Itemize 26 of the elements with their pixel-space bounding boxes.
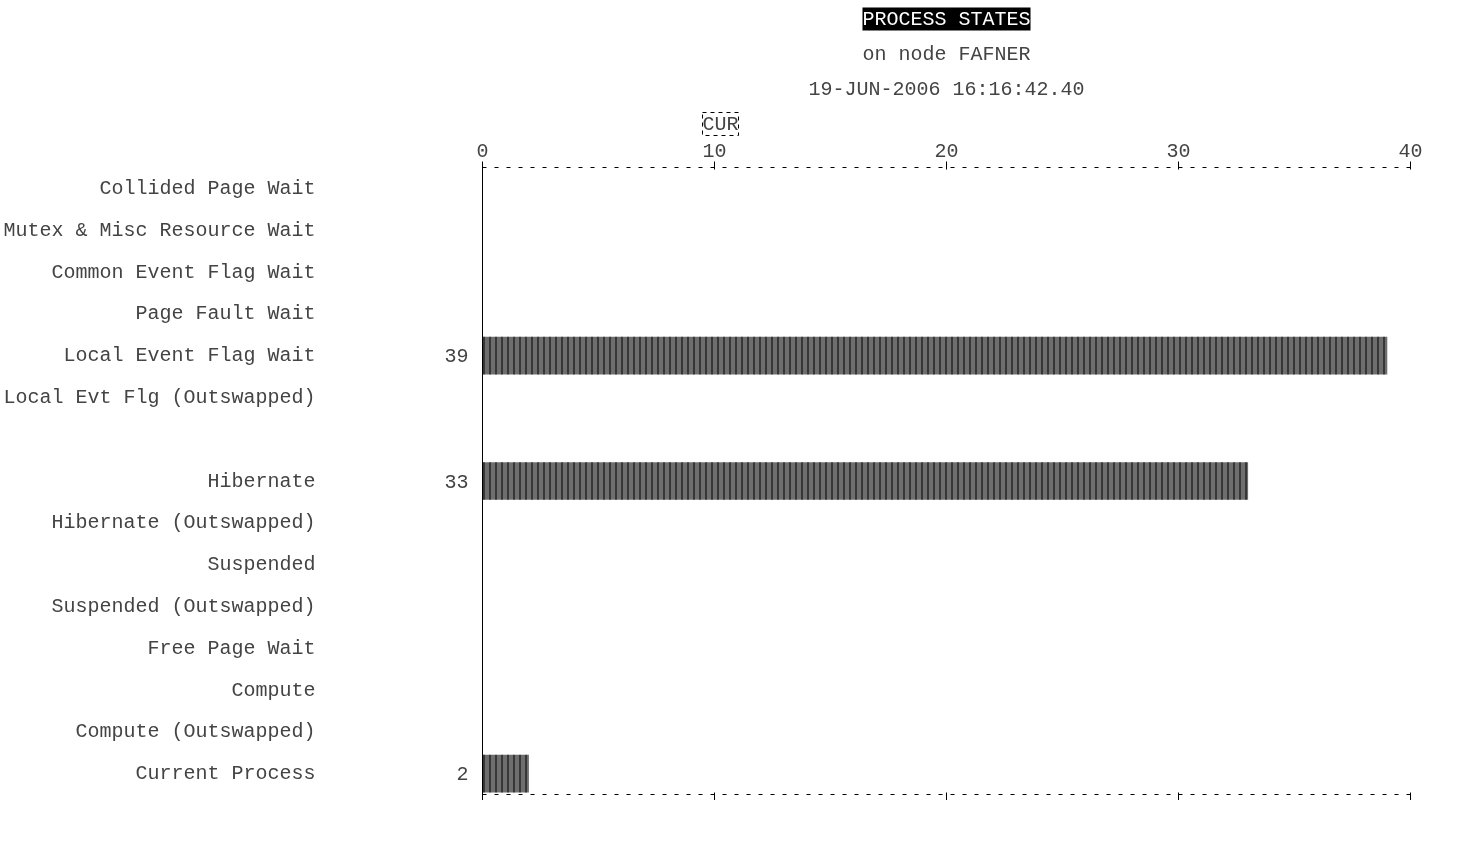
x-tick-label: 40 [1398,139,1423,163]
y-tick-label: Free Page Wait [147,636,316,660]
y-tick-label: Hibernate [207,469,316,493]
y-tick-label: Local Event Flag Wait [63,344,316,368]
y-tick-label: Local Evt Flg (Outswapped) [3,385,316,409]
data-label: 33 [444,470,469,494]
x-tick-label: 30 [1166,139,1191,163]
y-tick-label: Suspended (Outswapped) [51,594,316,618]
y-tick-label: Page Fault Wait [135,302,316,326]
data-label: 2 [456,763,469,787]
text: CUR [702,112,739,136]
text: 19-JUN-2006 16:16:42.40 [808,77,1085,101]
chart-title: PROCESS STATES [862,7,1031,31]
y-tick-label: Compute (Outswapped) [75,720,316,744]
y-tick-label: Compute [231,678,316,702]
chart-subtitle: on node FAFNER [862,42,1031,66]
x-tick-label: 20 [934,139,959,163]
x-tick-label: 10 [702,139,727,163]
y-tick-label: Hibernate (Outswapped) [51,511,316,535]
y-tick-label: Mutex & Misc Resource Wait [3,218,316,242]
y-tick-label: Common Event Flag Wait [51,260,316,284]
y-tick-label: Current Process [135,762,316,786]
y-tick-label: Collided Page Wait [99,176,316,200]
y-tick-label: Suspended [207,553,316,577]
x-tick-label: 0 [476,139,489,163]
data-label: 39 [444,345,469,369]
